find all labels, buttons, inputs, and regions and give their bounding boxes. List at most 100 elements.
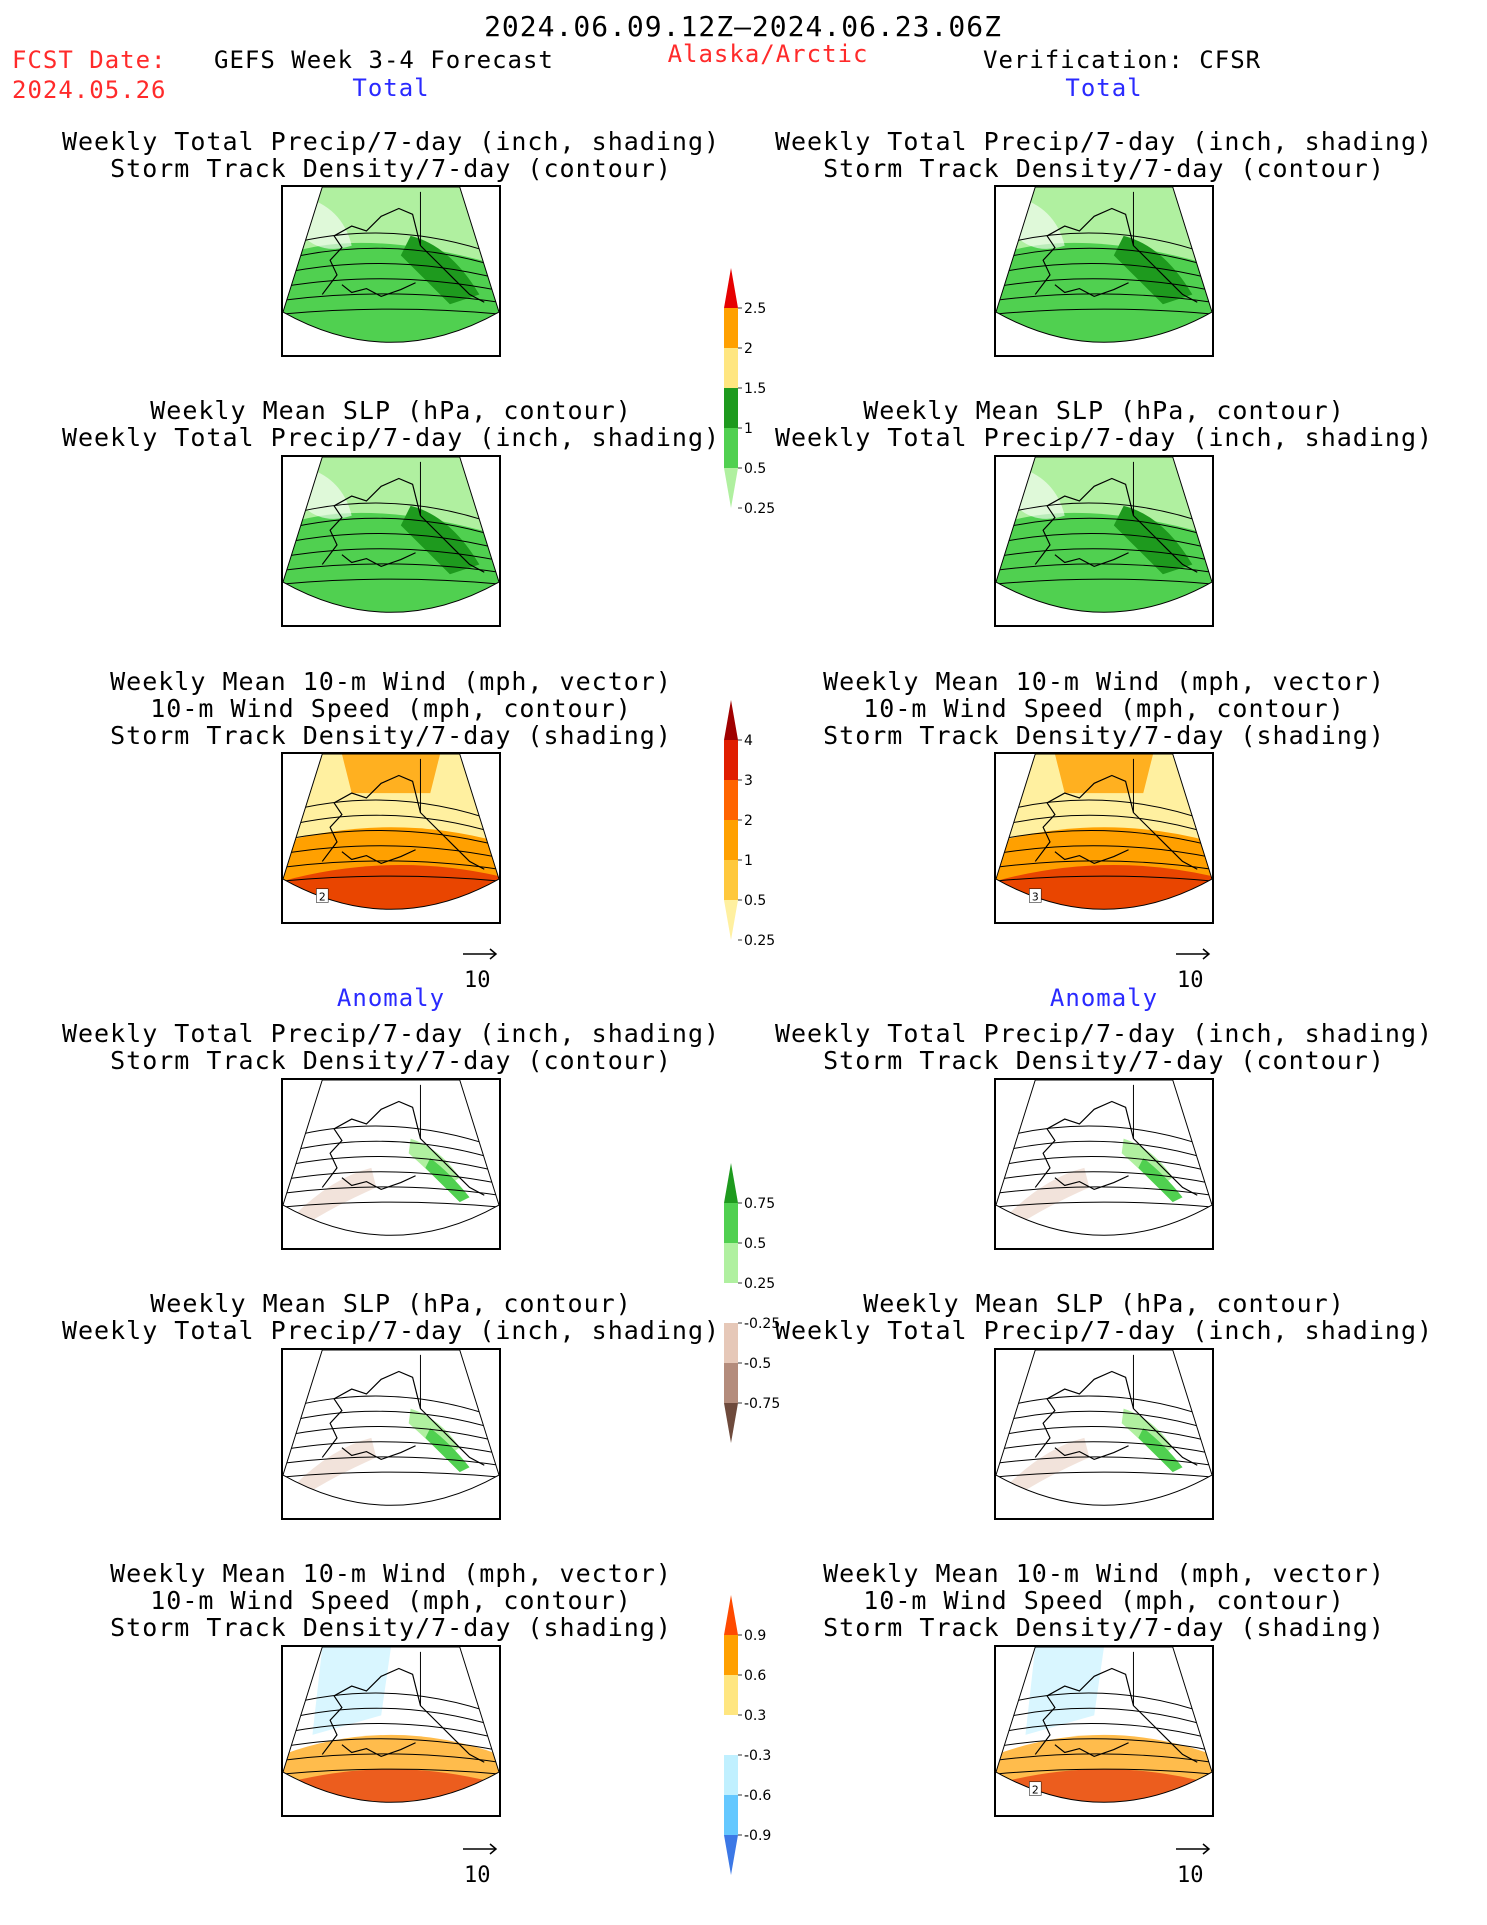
panel-title-anom-ver-slp: Weekly Mean SLP (hPa, contour) Weekly Tot… (775, 1290, 1433, 1344)
anomaly-negative-shading (1005, 1167, 1090, 1227)
track-shading-high (283, 865, 499, 910)
colorbar-segment (724, 428, 738, 468)
vector-reference-left-anomaly: 10 (458, 1840, 508, 1894)
colorbar-segment (724, 468, 738, 508)
map-boundary (283, 457, 499, 613)
coastline (321, 1100, 485, 1196)
contour-line (283, 517, 499, 538)
panel-title-total-ver-wind: Weekly Mean 10-m Wind (mph, vector) 10-m … (823, 668, 1385, 749)
contour-line (996, 1471, 1212, 1478)
map-boundary (996, 187, 1212, 343)
contour-line (283, 860, 499, 870)
contour-line (283, 1395, 499, 1419)
colorbar-label: 0.5 (744, 893, 766, 909)
precip-shading-heavy (1113, 505, 1193, 575)
coastline (1034, 1370, 1198, 1466)
panel-title-line: Weekly Total Precip/7-day (inch, shading… (774, 127, 1434, 156)
map-panel-total-fcst-slp (281, 455, 501, 627)
colorbar-label: -0.5 (744, 1356, 771, 1372)
panel-title-line: 10-m Wind Speed (mph, contour) (863, 1586, 1345, 1615)
contour-line (283, 563, 499, 573)
anomaly-negative-shading (292, 1167, 377, 1227)
colorbar-label: 1 (744, 853, 753, 869)
contour-line (996, 517, 1212, 538)
panel-title-line: Weekly Mean 10-m Wind (mph, vector) (823, 667, 1385, 696)
colorbar-segment (724, 820, 738, 860)
coastline (321, 477, 485, 573)
contour-line (996, 1738, 1212, 1752)
contour-line (996, 1171, 1212, 1185)
panel-title-total-ver-precip: Weekly Total Precip/7-day (inch, shading… (775, 128, 1433, 182)
fcst-date-value: 2024.05.26 (12, 76, 167, 104)
vector-reference-label: 10 (1177, 1863, 1204, 1888)
panel-title-line: 10-m Wind Speed (mph, contour) (150, 694, 632, 723)
coastline (321, 1667, 485, 1763)
colorbar-label: -0.6 (744, 1788, 771, 1804)
colorbar-label: 1 (744, 421, 753, 437)
colorbar-segment (724, 900, 738, 940)
colorbar-segment (724, 1363, 738, 1403)
contour-label: 3 (1032, 891, 1039, 904)
contour-line (283, 1125, 499, 1149)
contour-line (283, 1692, 499, 1716)
contour-line (996, 814, 1212, 835)
contour-line (283, 263, 499, 280)
colorbar-label: 2 (744, 813, 753, 829)
colorbar-label: 2.5 (744, 301, 766, 317)
colorbar-segment (724, 1203, 738, 1243)
colorbar-label: -0.75 (744, 1396, 780, 1412)
map-boundary (283, 1080, 499, 1236)
panel-title-line: Storm Track Density/7-day (contour) (823, 1046, 1385, 1075)
contour-line (283, 578, 499, 585)
colorbar-label: 0.6 (744, 1668, 766, 1684)
contour-line (996, 1426, 1212, 1443)
contour-label-box (1029, 888, 1042, 903)
contour-line (283, 1171, 499, 1185)
colorbar-segment (724, 1243, 738, 1283)
contour-line (283, 799, 499, 823)
panel-title-line: Weekly Total Precip/7-day (inch, shading… (774, 1019, 1434, 1048)
panel-title-total-fcst-wind: Weekly Mean 10-m Wind (mph, vector) 10-m … (110, 668, 672, 749)
colorbar-track-anomaly: 0.9 0.6 0.3 -0.3 -0.6 -0.9 (710, 1595, 820, 1889)
colorbar-label: 3 (744, 773, 753, 789)
map-panel-total-ver-slp (994, 455, 1214, 627)
contour-line (996, 263, 1212, 280)
contour-line (283, 845, 499, 859)
map-panel-total-ver-wind: 3 (994, 752, 1214, 924)
contour-line (283, 1707, 499, 1728)
contour-line (283, 548, 499, 562)
colorbar-track-total: 4 3 2 1 0.5 0.25 (710, 700, 820, 994)
colorbar-segment (724, 780, 738, 820)
panel-title-line: Weekly Total Precip/7-day (inch, shading… (774, 423, 1434, 452)
panel-title-anom-ver-wind: Weekly Mean 10-m Wind (mph, vector) 10-m … (823, 1560, 1385, 1641)
contour-line (283, 1723, 499, 1740)
panel-title-line: Weekly Total Precip/7-day (inch, shading… (61, 127, 721, 156)
panel-title-line: Weekly Total Precip/7-day (inch, shading… (61, 1019, 721, 1048)
map-panel-anom-fcst-slp (281, 1348, 501, 1520)
vector-reference-right-total: 10 (1171, 945, 1221, 999)
anomaly-negative-shading (292, 1437, 377, 1497)
contour-line (996, 860, 1212, 870)
panel-title-total-ver-slp: Weekly Mean SLP (hPa, contour) Weekly Tot… (775, 397, 1433, 451)
contour-line (283, 278, 499, 292)
contour-line (996, 1201, 1212, 1208)
colorbar-segment (724, 1795, 738, 1835)
vector-reference-label: 10 (464, 968, 491, 993)
contour-line (996, 1441, 1212, 1455)
map-panel-anom-fcst-wind (281, 1645, 501, 1817)
contour-line (996, 799, 1212, 823)
contour-line (996, 247, 1212, 268)
map-panel-anom-ver-slp (994, 1348, 1214, 1520)
coastline (1034, 1100, 1198, 1196)
contour-line (283, 293, 499, 303)
contour-line (283, 1753, 499, 1763)
colorbar-segment (724, 308, 738, 348)
contour-line (283, 1441, 499, 1455)
colorbar-precip-anomaly: 0.75 0.5 0.25 -0.25 -0.5 -0.75 (710, 1163, 820, 1457)
contour-label: 2 (1032, 1784, 1039, 1797)
colorbar-label: 2 (744, 341, 753, 357)
track-shading-high (996, 865, 1212, 910)
colorbar-label: 0.25 (744, 933, 775, 949)
section-total-left: Total (352, 74, 430, 102)
track-anomaly-negative-shading (1025, 1647, 1104, 1735)
